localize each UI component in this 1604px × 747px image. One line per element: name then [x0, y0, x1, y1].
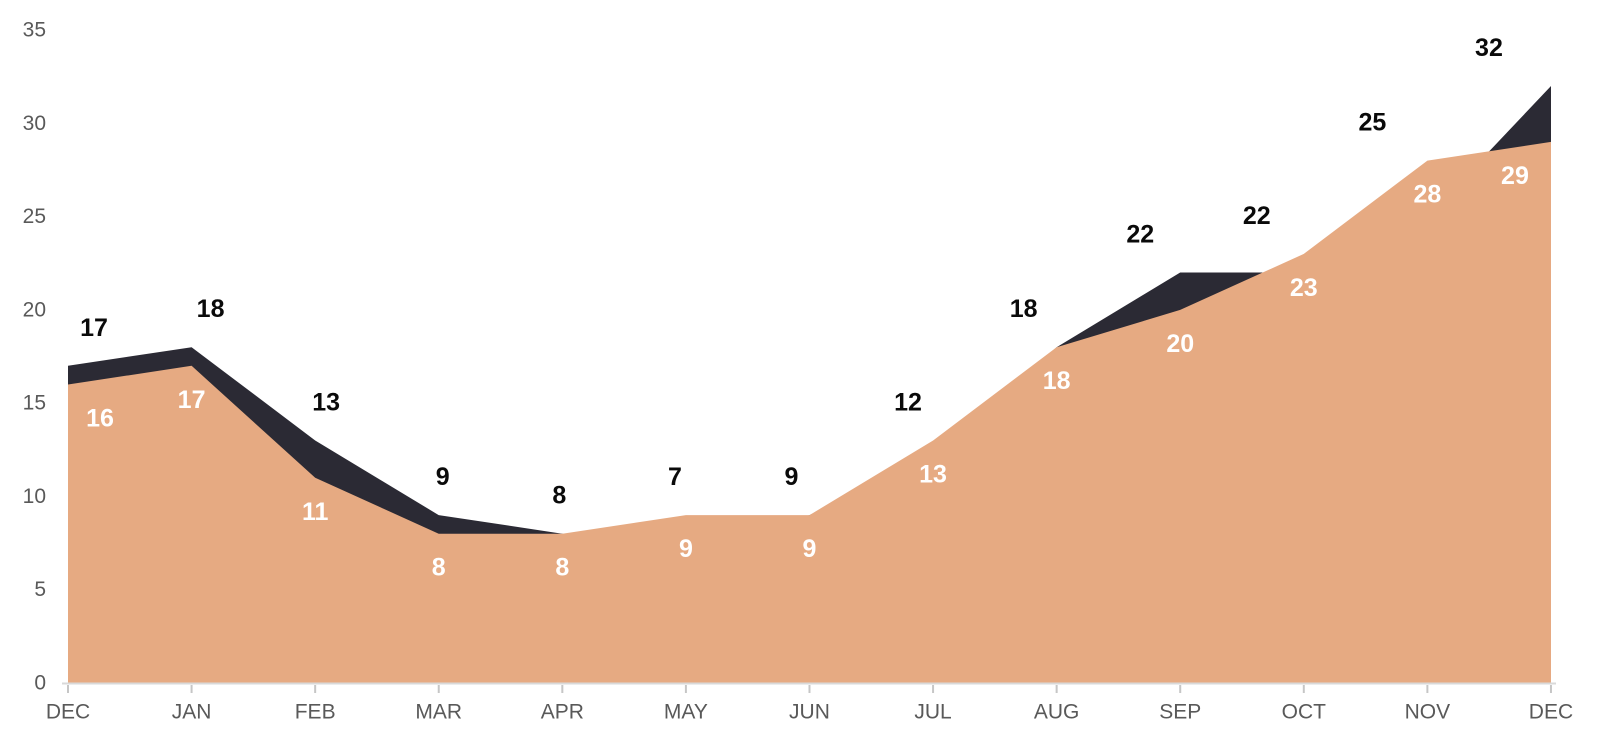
data-label-salmon-jan-1: 17: [178, 386, 206, 414]
data-labels: 17 18 13 9 8 7 9 12 18 22 22 25 32 16 17 11 8 8 9 9 13 18 20 23…: [80, 34, 1529, 582]
data-label-salmon-dec-12: 29: [1501, 162, 1529, 190]
data-label-salmon-feb-2: 11: [302, 498, 329, 526]
x-tick-label-dec-12: DEC: [1529, 701, 1573, 724]
data-label-salmon-oct-10: 23: [1290, 274, 1318, 302]
y-tick-label-35: 35: [23, 19, 46, 42]
data-label-salmon-aug-8: 18: [1043, 367, 1071, 395]
data-label-salmon-apr-4: 8: [555, 554, 569, 582]
data-label-dark-may-5: 7: [668, 463, 682, 491]
data-label-dark-jan-1: 18: [197, 295, 225, 323]
x-tick-label-jun-6: JUN: [789, 701, 830, 724]
data-label-salmon-dec-0: 16: [86, 404, 114, 432]
y-tick-label-15: 15: [23, 392, 46, 415]
data-label-dark-mar-3: 9: [436, 463, 450, 491]
series-areas: [68, 86, 1551, 683]
y-tick-label-20: 20: [23, 298, 46, 321]
x-tick-label-apr-4: APR: [541, 701, 584, 724]
data-label-dark-apr-4: 8: [552, 482, 566, 510]
data-label-dark-feb-2: 13: [312, 388, 340, 416]
data-label-dark-sep-9: 22: [1126, 221, 1154, 249]
data-label-salmon-jul-7: 13: [919, 460, 947, 488]
x-tick-label-may-5: MAY: [664, 701, 708, 724]
data-label-salmon-jun-6: 9: [803, 535, 817, 563]
data-label-salmon-mar-3: 8: [432, 554, 446, 582]
x-tick-label-aug-8: AUG: [1034, 701, 1080, 724]
y-axis: 0 5 10 15 20 25 30 35: [23, 19, 46, 695]
y-tick-label-30: 30: [23, 112, 46, 135]
x-axis: DEC JAN FEB MAR APR MAY JUN JUL AUG SEP OCT NOV DEC: [46, 682, 1573, 724]
x-tick-label-feb-2: FEB: [295, 701, 336, 724]
x-tick-label-dec-0: DEC: [46, 701, 90, 724]
x-tick-label-oct-10: OCT: [1282, 701, 1327, 724]
data-label-dark-aug-8: 18: [1010, 295, 1038, 323]
data-label-salmon-nov-11: 28: [1413, 181, 1441, 209]
x-tick-label-nov-11: NOV: [1405, 701, 1451, 724]
data-label-dark-oct-10: 22: [1243, 202, 1271, 230]
x-tick-label-sep-9: SEP: [1159, 701, 1201, 724]
data-label-dark-dec-12: 32: [1475, 34, 1503, 62]
x-tick-label-jul-7: JUL: [914, 701, 951, 724]
y-tick-label-10: 10: [23, 485, 46, 508]
data-label-dark-dec-0: 17: [80, 314, 108, 342]
data-label-dark-nov-11: 25: [1358, 109, 1386, 137]
y-tick-label-5: 5: [34, 578, 46, 601]
data-label-dark-jun-6: 9: [785, 463, 799, 491]
data-label-salmon-sep-9: 20: [1166, 330, 1194, 358]
salmon-series-area: [68, 141, 1551, 683]
y-tick-label-25: 25: [23, 205, 46, 228]
y-tick-label-0: 0: [34, 672, 46, 695]
x-tick-label-jan-1: JAN: [172, 701, 212, 724]
x-tick-label-mar-3: MAR: [415, 701, 462, 724]
data-label-salmon-may-5: 9: [679, 535, 693, 563]
data-label-dark-jul-7: 12: [894, 388, 922, 416]
